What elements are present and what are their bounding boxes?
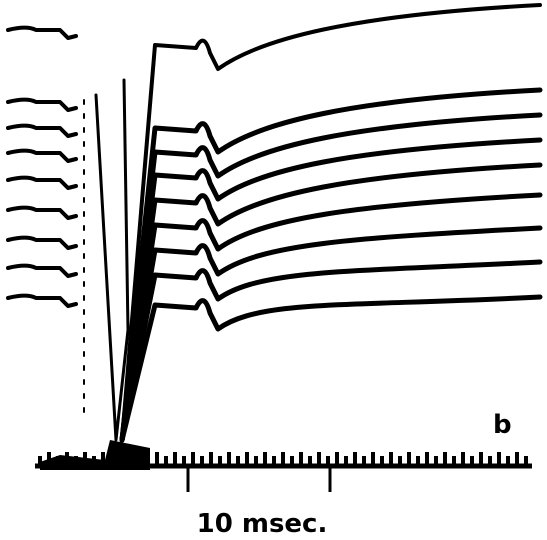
scale-bar-label: 10 msec.	[197, 509, 328, 539]
figure: b 10 msec.	[0, 0, 547, 540]
panel-label: b	[493, 410, 512, 440]
